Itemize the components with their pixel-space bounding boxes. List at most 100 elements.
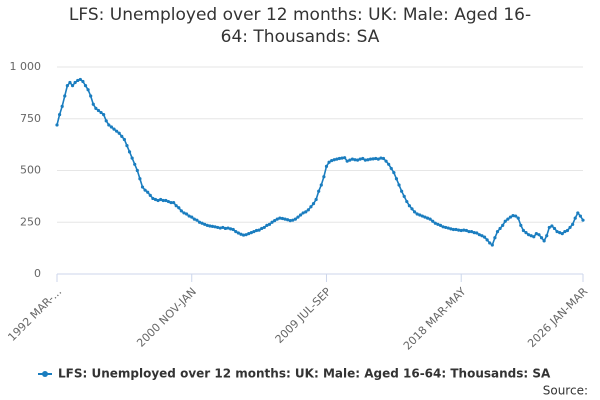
point xyxy=(433,221,437,225)
point xyxy=(337,156,342,161)
point xyxy=(425,216,430,220)
point xyxy=(423,215,427,219)
point xyxy=(159,197,163,202)
point xyxy=(420,214,424,218)
point xyxy=(239,232,243,236)
point xyxy=(358,157,362,161)
point xyxy=(534,232,538,236)
x-tick-label: 2000 NOV-JAN xyxy=(134,285,199,350)
y-tick-label: 750 xyxy=(20,112,41,125)
point xyxy=(488,241,492,245)
point xyxy=(363,158,367,162)
point xyxy=(330,158,334,163)
point xyxy=(107,123,111,127)
point xyxy=(304,210,308,214)
point xyxy=(428,217,432,221)
point xyxy=(135,168,139,173)
point xyxy=(469,229,474,234)
point xyxy=(179,209,183,213)
x-tick-label: 2026 JAN-MAR xyxy=(525,285,590,350)
point xyxy=(236,231,240,235)
point xyxy=(327,160,331,164)
point xyxy=(418,213,422,217)
point xyxy=(521,228,526,233)
point xyxy=(335,157,339,161)
source: Source: xyxy=(543,384,588,398)
point xyxy=(444,225,448,230)
point xyxy=(394,177,399,181)
point xyxy=(127,150,132,154)
point xyxy=(511,214,515,218)
y-tick-label: 1 000 xyxy=(10,60,42,73)
point xyxy=(495,229,500,234)
point xyxy=(565,228,570,233)
point xyxy=(226,226,230,230)
point xyxy=(148,193,152,197)
point xyxy=(229,227,233,231)
point xyxy=(482,235,487,239)
point xyxy=(120,134,124,138)
legend-marker xyxy=(42,371,48,377)
point xyxy=(405,199,409,204)
point xyxy=(234,229,238,234)
point xyxy=(70,84,75,88)
point xyxy=(552,226,557,231)
point xyxy=(205,223,209,227)
point xyxy=(252,229,256,234)
point xyxy=(122,137,126,142)
point xyxy=(539,236,544,240)
point xyxy=(153,197,158,202)
point xyxy=(184,212,189,216)
point xyxy=(195,218,199,222)
point xyxy=(516,216,520,220)
point xyxy=(60,104,64,108)
point xyxy=(311,202,316,206)
point xyxy=(343,156,347,160)
point xyxy=(542,239,546,243)
point xyxy=(472,231,476,235)
point xyxy=(99,110,103,115)
point xyxy=(210,224,215,228)
point xyxy=(436,222,440,226)
point xyxy=(267,222,272,226)
point xyxy=(529,234,533,238)
point xyxy=(278,216,282,220)
point xyxy=(353,158,357,162)
legend-label: LFS: Unemployed over 12 months: UK: Male… xyxy=(58,367,551,381)
point xyxy=(140,185,145,189)
point xyxy=(576,211,580,215)
point xyxy=(192,217,196,221)
point xyxy=(146,190,150,194)
point xyxy=(117,131,121,135)
point xyxy=(545,234,549,238)
point xyxy=(208,224,212,228)
point xyxy=(454,227,458,232)
point xyxy=(73,80,77,85)
point xyxy=(257,228,261,232)
point xyxy=(366,158,370,162)
point xyxy=(392,170,396,175)
point xyxy=(78,77,82,82)
point xyxy=(102,113,106,117)
point xyxy=(384,159,388,163)
point xyxy=(568,225,572,230)
point xyxy=(286,218,290,222)
point xyxy=(280,216,285,221)
point xyxy=(537,233,541,237)
point xyxy=(91,102,95,106)
point xyxy=(309,205,313,209)
point xyxy=(166,199,171,204)
point xyxy=(89,94,93,98)
point xyxy=(459,228,463,233)
point xyxy=(407,204,411,208)
y-tick-label: 250 xyxy=(20,215,41,228)
point xyxy=(296,215,300,219)
point xyxy=(431,219,435,223)
point xyxy=(200,221,204,225)
x-tick-label: 1992 MAR-... xyxy=(5,285,64,344)
point xyxy=(262,225,266,230)
point xyxy=(475,231,479,235)
point xyxy=(317,189,321,193)
point xyxy=(213,225,217,229)
point xyxy=(449,227,453,231)
